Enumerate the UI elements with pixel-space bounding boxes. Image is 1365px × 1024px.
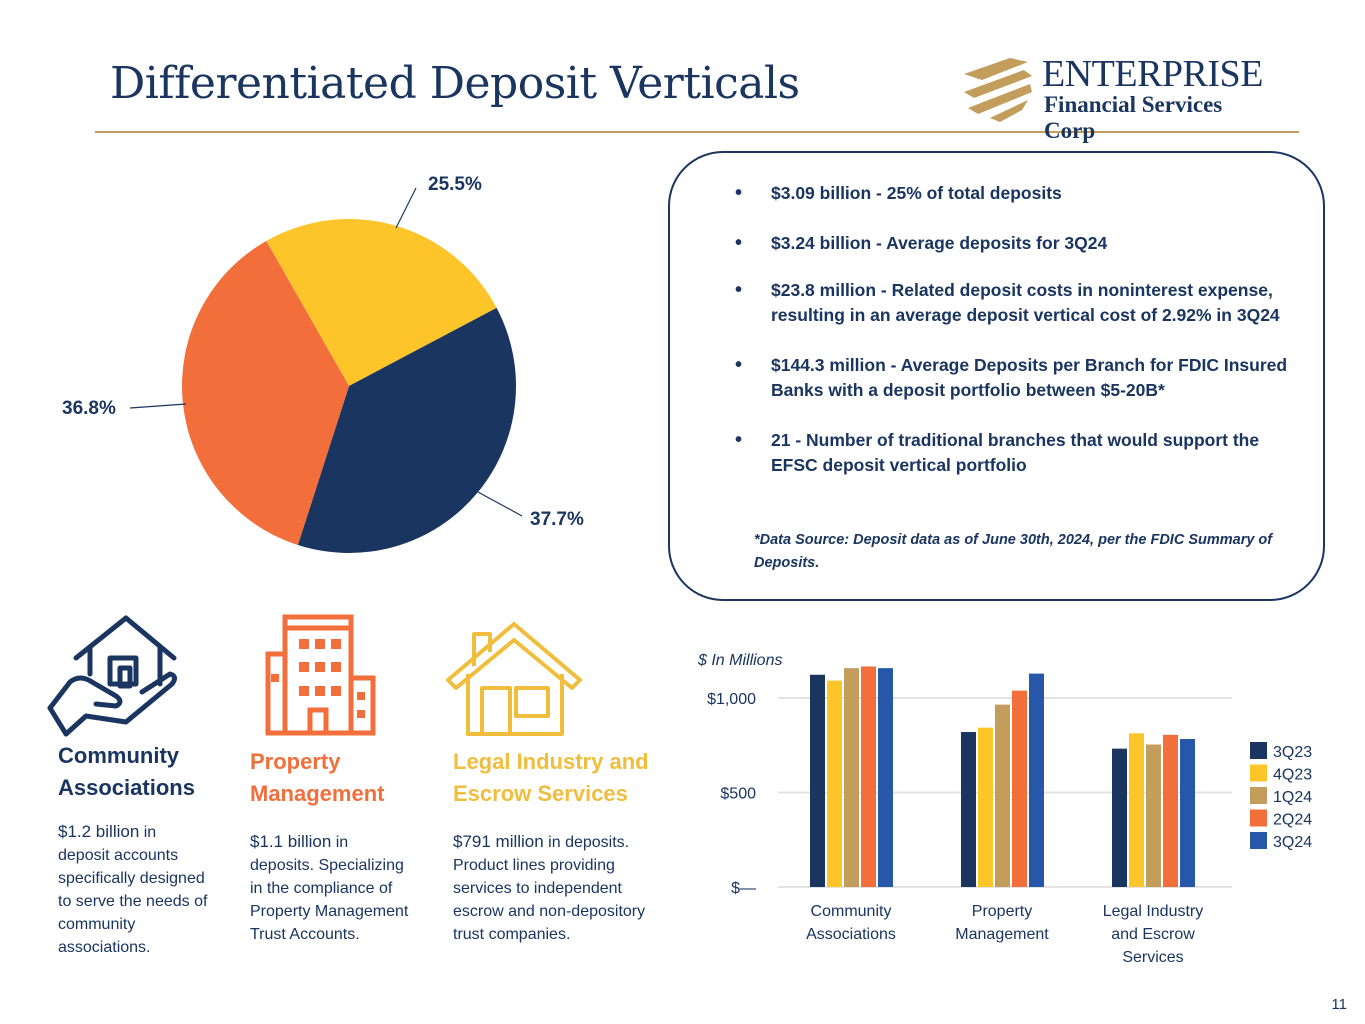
x-tick-label: Legal Industry and Escrow Services xyxy=(1103,903,1204,966)
footnote: *Data Source: Deposit data as of June 30… xyxy=(754,532,1273,571)
x-tick-label: Property Management xyxy=(955,903,1049,943)
bullet-item: $23.8 million - Related deposit costs in… xyxy=(735,278,1295,328)
legend-label: 2Q24 xyxy=(1273,812,1312,829)
bullet-item: 21 - Number of traditional branches that… xyxy=(735,428,1295,478)
legend-swatch xyxy=(1250,809,1267,827)
y-tick-label: $500 xyxy=(720,786,756,803)
legend-label: 4Q23 xyxy=(1273,767,1312,784)
bar xyxy=(878,668,893,887)
vertical-title: Property Management xyxy=(250,749,385,806)
y-axis-label: $ In Millions xyxy=(697,652,782,669)
vertical-community: Community Associations $1.2 billion in d… xyxy=(58,740,208,959)
logo-text: ENTERPRISE xyxy=(1042,53,1263,95)
y-tick-label: $1,000 xyxy=(707,691,756,708)
bullet-item: $144.3 million - Average Deposits per Br… xyxy=(735,353,1295,403)
bar xyxy=(995,704,1010,887)
legend-swatch xyxy=(1250,764,1267,782)
bar xyxy=(1112,748,1127,887)
bullet-item: $3.24 billion - Average deposits for 3Q2… xyxy=(735,231,1295,256)
bar xyxy=(810,674,825,887)
bar xyxy=(1163,734,1178,887)
page-number: 11 xyxy=(1331,996,1347,1013)
pie-leader-line xyxy=(395,187,417,229)
bullet-item: $3.09 billion - 25% of total deposits xyxy=(735,181,1295,206)
legend-label: 3Q24 xyxy=(1273,834,1312,851)
vertical-desc: $1.2 billion in deposit accounts specifi… xyxy=(58,822,208,956)
pie-slice xyxy=(266,219,497,386)
vertical-property: Property Management $1.1 billion in depo… xyxy=(250,746,410,946)
bar xyxy=(844,668,859,887)
pie-label-property: 36.8% xyxy=(62,398,116,419)
deposits-bar-chart: $ In Millions $— $500 $1,000 Community Associ… xyxy=(697,652,1312,966)
pie-leader-line xyxy=(477,491,523,517)
bar xyxy=(1146,744,1161,887)
bar xyxy=(1129,733,1144,887)
legend-swatch xyxy=(1250,787,1267,804)
house-icon xyxy=(446,622,582,736)
pie-label-community: 37.7% xyxy=(530,509,584,530)
legend-swatch xyxy=(1250,832,1267,849)
bar xyxy=(861,666,876,887)
logo-stripes-icon xyxy=(964,58,1032,122)
page-title: Differentiated Deposit Verticals xyxy=(110,58,800,109)
legend-label: 3Q23 xyxy=(1273,744,1312,761)
bar xyxy=(961,732,976,887)
y-tick-label: $— xyxy=(731,880,756,897)
bar xyxy=(1029,673,1044,887)
title-divider xyxy=(95,131,1299,133)
x-tick-label: Community Associations xyxy=(806,903,896,943)
vertical-legal: Legal Industry and Escrow Services $791 … xyxy=(453,746,663,946)
vertical-desc: $1.1 billion in deposits. Specializing i… xyxy=(250,832,409,943)
vertical-title: Legal Industry and Escrow Services xyxy=(453,749,649,806)
vertical-title: Community Associations xyxy=(58,743,195,800)
pie-slice xyxy=(181,240,349,545)
logo-subtext: Financial Services Corp xyxy=(1044,92,1223,143)
bar xyxy=(1012,690,1027,887)
bar xyxy=(827,680,842,887)
office-building-icon xyxy=(265,614,376,736)
legend-swatch xyxy=(1250,742,1267,759)
vertical-desc: $791 million in deposits. Product lines … xyxy=(453,832,646,943)
company-logo: ENTERPRISE Financial Services Corp xyxy=(962,53,1277,143)
deposit-pie-chart xyxy=(129,187,523,553)
bar xyxy=(978,727,993,887)
highlights-box: $3.09 billion - 25% of total deposits $3… xyxy=(668,151,1325,601)
pie-leader-line xyxy=(129,403,187,409)
house-in-hand-icon xyxy=(47,615,178,737)
pie-slice xyxy=(297,307,516,553)
bar xyxy=(1180,739,1195,887)
legend-label: 1Q24 xyxy=(1273,789,1312,806)
pie-label-legal: 25.5% xyxy=(428,174,482,195)
